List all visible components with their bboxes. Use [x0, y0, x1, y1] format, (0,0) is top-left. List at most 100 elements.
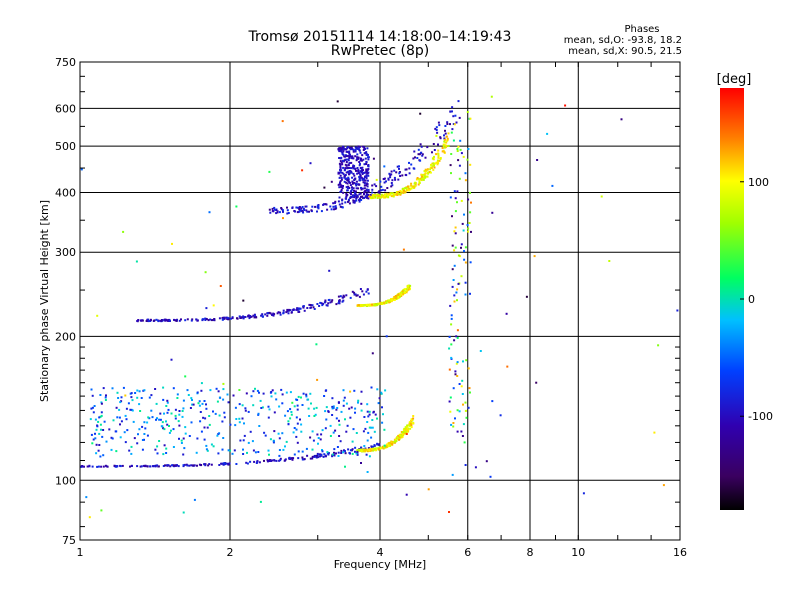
echo-point — [355, 197, 358, 200]
echo-point — [351, 176, 354, 179]
echo-point — [343, 168, 346, 171]
echo-point — [350, 189, 353, 192]
echo-point — [425, 170, 428, 172]
chart-subtitle: RwPretec (8p) — [331, 43, 429, 59]
echo-point — [390, 185, 393, 188]
echo-point — [367, 304, 370, 307]
echo-point — [279, 457, 282, 460]
echo-point — [462, 403, 464, 406]
echo-point — [338, 176, 341, 179]
echo-point — [433, 164, 435, 167]
echo-point — [342, 150, 345, 153]
echo-point — [359, 151, 362, 154]
echo-point — [317, 437, 320, 439]
echo-point — [383, 446, 386, 449]
echo-point — [309, 392, 312, 395]
echo-point — [395, 193, 398, 196]
echo-point — [368, 448, 371, 451]
echo-point — [399, 293, 402, 296]
echo-point — [366, 410, 369, 413]
echo-point — [315, 343, 318, 346]
echo-point — [182, 399, 185, 402]
echo-point — [442, 143, 445, 146]
echo-point — [267, 405, 270, 408]
echo-point — [402, 189, 405, 192]
echo-point — [424, 172, 427, 175]
echo-point — [448, 335, 451, 338]
echo-point — [305, 395, 308, 398]
echo-point — [446, 137, 449, 140]
echo-point — [414, 156, 416, 159]
echo-point — [327, 299, 330, 301]
echo-point — [266, 460, 269, 463]
echo-point — [342, 166, 345, 169]
echo-point — [96, 314, 99, 317]
echo-point — [457, 282, 460, 285]
echo-point — [499, 414, 502, 417]
echo-point — [170, 464, 173, 467]
echo-point — [464, 179, 467, 182]
echo-point — [352, 172, 355, 175]
echo-point — [222, 388, 225, 391]
echo-point — [436, 159, 439, 162]
echo-point — [464, 172, 467, 175]
echo-point — [365, 305, 368, 307]
echo-point — [341, 199, 344, 202]
echo-point — [242, 315, 245, 318]
echo-point — [119, 465, 122, 468]
echo-point — [356, 453, 359, 456]
echo-point — [417, 183, 420, 186]
echo-point — [302, 207, 305, 210]
echo-point — [438, 159, 441, 162]
echo-point — [139, 465, 142, 468]
echo-point — [349, 296, 352, 299]
echo-point — [80, 168, 83, 171]
echo-point — [141, 425, 144, 428]
echo-point — [281, 209, 284, 212]
echo-point — [208, 463, 211, 466]
echo-point — [143, 389, 146, 392]
echo-point — [396, 296, 399, 299]
echo-point — [391, 184, 394, 187]
echo-point — [205, 307, 208, 310]
echo-point — [324, 410, 327, 413]
echo-point — [244, 409, 247, 412]
echo-point — [295, 398, 297, 401]
echo-point — [364, 157, 367, 160]
echo-point — [347, 185, 350, 188]
echo-point — [221, 448, 224, 451]
echo-point — [140, 397, 143, 399]
echo-point — [340, 452, 343, 454]
echo-point — [359, 167, 362, 169]
echo-point — [467, 367, 470, 370]
echo-point — [582, 492, 585, 495]
echo-point — [381, 302, 384, 305]
echo-point — [305, 447, 308, 450]
echo-point — [338, 162, 341, 165]
echo-point — [401, 190, 404, 193]
echo-point — [132, 420, 135, 423]
echo-point — [197, 402, 200, 405]
echo-point — [223, 416, 226, 419]
echo-point — [204, 319, 207, 321]
echo-point — [239, 317, 242, 319]
echo-point — [200, 389, 203, 392]
echo-point — [338, 186, 341, 189]
echo-point — [351, 448, 354, 451]
echo-point — [347, 176, 350, 179]
echo-point — [365, 448, 368, 451]
echo-point — [384, 189, 387, 192]
echo-point — [277, 432, 280, 435]
echo-point — [469, 117, 472, 120]
echo-point — [413, 150, 416, 153]
echo-point — [345, 148, 348, 151]
echo-point — [136, 396, 139, 399]
echo-point — [204, 317, 207, 320]
echo-point — [150, 409, 153, 412]
echo-point — [357, 145, 360, 148]
echo-point — [228, 462, 231, 465]
echo-point — [203, 438, 206, 441]
echo-point — [413, 167, 416, 170]
echo-point — [437, 149, 440, 152]
echo-point — [188, 435, 191, 437]
